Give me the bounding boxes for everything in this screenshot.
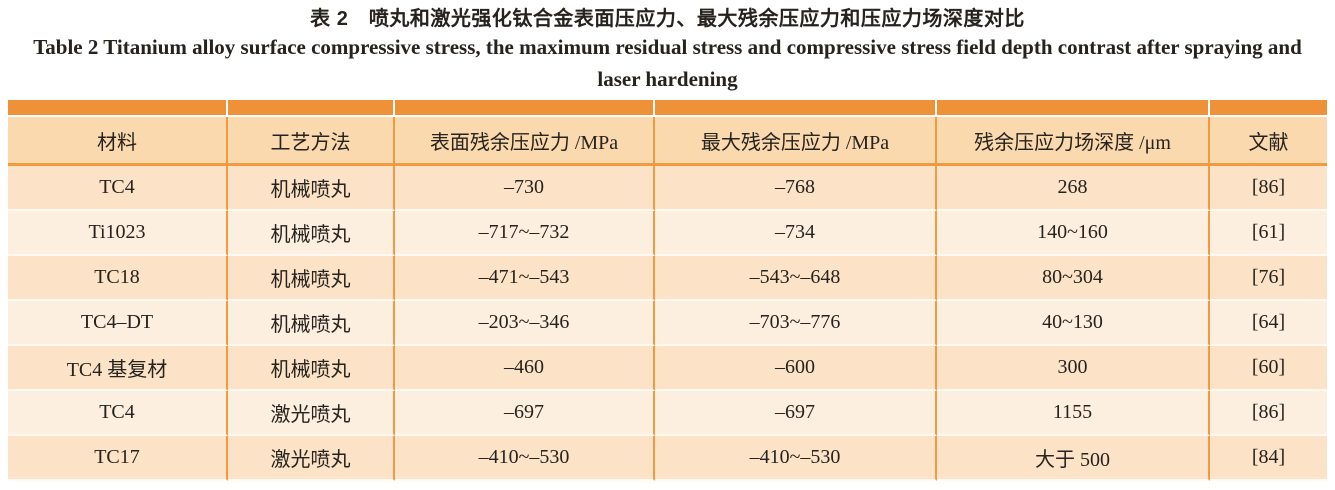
cell-depth: 40~130 — [937, 301, 1210, 346]
cell-process: 机械喷丸 — [228, 211, 395, 256]
top-bar-segment — [937, 100, 1210, 117]
table-row: TC17 激光喷丸 –410~–530 –410~–530 大于 500 [84… — [8, 436, 1327, 481]
cell-process: 机械喷丸 — [228, 301, 395, 346]
table-row: Ti1023 机械喷丸 –717~–732 –734 140~160 [61] — [8, 211, 1327, 256]
cell-process: 激光喷丸 — [228, 436, 395, 481]
cell-reference: [76] — [1210, 256, 1327, 301]
cell-process: 机械喷丸 — [228, 166, 395, 211]
cell-max-stress: –703~–776 — [655, 301, 937, 346]
cell-surface-stress: –730 — [395, 166, 655, 211]
cell-material: TC18 — [8, 256, 228, 301]
cell-max-stress: –734 — [655, 211, 937, 256]
cell-material: TC17 — [8, 436, 228, 481]
cell-surface-stress: –471~–543 — [395, 256, 655, 301]
cell-material: TC4–DT — [8, 301, 228, 346]
caption-english-line1: Table 2 Titanium alloy surface compressi… — [33, 35, 1302, 59]
table-header-row: 材料 工艺方法 表面残余压应力 /MPa 最大残余压应力 /MPa 残余压应力场… — [8, 117, 1327, 166]
cell-max-stress: –543~–648 — [655, 256, 937, 301]
data-table: 材料 工艺方法 表面残余压应力 /MPa 最大残余压应力 /MPa 残余压应力场… — [8, 100, 1327, 481]
top-bar-segment — [1210, 100, 1327, 117]
cell-material: TC4 — [8, 391, 228, 436]
cell-reference: [84] — [1210, 436, 1327, 481]
cell-max-stress: –697 — [655, 391, 937, 436]
column-header-max-stress: 最大残余压应力 /MPa — [655, 117, 937, 166]
cell-surface-stress: –410~–530 — [395, 436, 655, 481]
cell-material: TC4 — [8, 166, 228, 211]
table-row: TC4 基复材 机械喷丸 –460 –600 300 [60] — [8, 346, 1327, 391]
cell-reference: [86] — [1210, 166, 1327, 211]
caption-english-line2: laser hardening — [597, 67, 738, 91]
column-header-material: 材料 — [8, 117, 228, 166]
cell-process: 机械喷丸 — [228, 346, 395, 391]
cell-reference: [60] — [1210, 346, 1327, 391]
cell-depth: 80~304 — [937, 256, 1210, 301]
column-header-depth: 残余压应力场深度 /μm — [937, 117, 1210, 166]
table-row: TC18 机械喷丸 –471~–543 –543~–648 80~304 [76… — [8, 256, 1327, 301]
cell-reference: [64] — [1210, 301, 1327, 346]
cell-depth: 268 — [937, 166, 1210, 211]
table-row: TC4 机械喷丸 –730 –768 268 [86] — [8, 166, 1327, 211]
table-row: TC4 激光喷丸 –697 –697 1155 [86] — [8, 391, 1327, 436]
cell-max-stress: –410~–530 — [655, 436, 937, 481]
cell-material: Ti1023 — [8, 211, 228, 256]
column-header-process: 工艺方法 — [228, 117, 395, 166]
cell-surface-stress: –203~–346 — [395, 301, 655, 346]
cell-reference: [86] — [1210, 391, 1327, 436]
cell-max-stress: –600 — [655, 346, 937, 391]
cell-process: 机械喷丸 — [228, 256, 395, 301]
cell-depth: 1155 — [937, 391, 1210, 436]
cell-surface-stress: –717~–732 — [395, 211, 655, 256]
column-header-reference: 文献 — [1210, 117, 1327, 166]
cell-surface-stress: –697 — [395, 391, 655, 436]
cell-surface-stress: –460 — [395, 346, 655, 391]
cell-max-stress: –768 — [655, 166, 937, 211]
table-caption: 表 2 喷丸和激光强化钛合金表面压应力、最大残余压应力和压应力场深度对比 Tab… — [0, 0, 1335, 95]
cell-process: 激光喷丸 — [228, 391, 395, 436]
column-header-surface-stress: 表面残余压应力 /MPa — [395, 117, 655, 166]
top-bar-segment — [228, 100, 395, 117]
table-top-bar — [8, 100, 1327, 117]
cell-depth: 140~160 — [937, 211, 1210, 256]
top-bar-segment — [655, 100, 937, 117]
top-bar-segment — [8, 100, 228, 117]
cell-depth: 大于 500 — [937, 436, 1210, 481]
top-bar-segment — [395, 100, 655, 117]
cell-material: TC4 基复材 — [8, 346, 228, 391]
table-row: TC4–DT 机械喷丸 –203~–346 –703~–776 40~130 [… — [8, 301, 1327, 346]
caption-chinese: 表 2 喷丸和激光强化钛合金表面压应力、最大残余压应力和压应力场深度对比 — [310, 8, 1025, 30]
cell-reference: [61] — [1210, 211, 1327, 256]
cell-depth: 300 — [937, 346, 1210, 391]
